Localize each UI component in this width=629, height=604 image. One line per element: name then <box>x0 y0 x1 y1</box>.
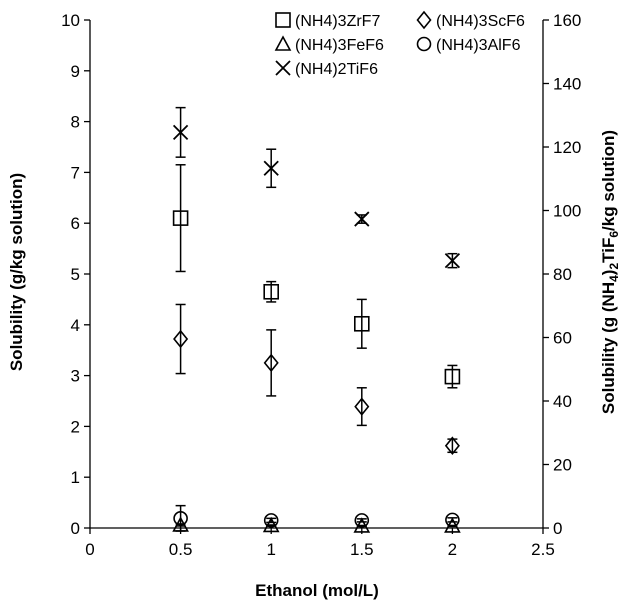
y-tick-label: 4 <box>71 316 80 335</box>
x-axis-title: Ethanol (mol/L) <box>255 581 379 600</box>
data-point <box>445 512 460 528</box>
y-tick-label: 7 <box>71 163 80 182</box>
y2-axis-title-part: 2 <box>607 263 621 270</box>
legend-item: (NH4)3ZrF7 <box>275 12 380 30</box>
y-tick-label: 6 <box>71 214 80 233</box>
x-tick-label: 2.5 <box>531 540 555 559</box>
y2-tick-label: 0 <box>553 519 562 538</box>
y-tick-label: 3 <box>71 367 80 386</box>
legend-item: (NH4)3FeF6 <box>274 35 384 54</box>
y2-tick-label: 40 <box>553 392 572 411</box>
data-marks <box>172 106 461 533</box>
cross-stroke <box>172 124 189 141</box>
data-point <box>173 329 189 349</box>
legend-label: (NH4)3ScF6 <box>436 13 525 30</box>
cross-stroke <box>263 160 279 176</box>
y-tick-label: 2 <box>71 417 80 436</box>
x-tick-label: 1.5 <box>350 540 374 559</box>
data-point <box>354 211 370 227</box>
y-tick-label: 5 <box>71 265 80 284</box>
series-diamond <box>173 303 460 455</box>
y2-axis-title-part: 6 <box>607 231 621 238</box>
data-point <box>263 160 279 176</box>
y-axis-title: Solubility (g/kg solution) <box>7 173 26 371</box>
data-point <box>444 253 461 269</box>
legend-marker <box>416 10 432 30</box>
y2-tick-label: 140 <box>553 75 581 94</box>
x-tick-label: 1 <box>266 540 275 559</box>
y2-axis-title-part: ) <box>599 270 618 276</box>
cross-stroke <box>354 211 370 227</box>
legend: (NH4)3ZrF7 (NH4)3ScF6 (NH4)3FeF6 (NH4)3AlF6… <box>274 10 525 78</box>
legend-item: (NH4)3AlF6 <box>416 36 521 54</box>
y2-tick-label: 100 <box>553 202 581 221</box>
data-point <box>263 513 279 528</box>
x-tick-label: 2 <box>448 540 457 559</box>
y2-tick-label: 80 <box>553 265 572 284</box>
y2-axis-title-part: TiF <box>599 238 618 263</box>
data-point <box>354 397 370 416</box>
data-point <box>354 513 370 528</box>
y2-tick-label: 20 <box>553 456 572 475</box>
data-point <box>172 210 189 226</box>
y2-axis-title-part: 4 <box>607 275 621 282</box>
legend-item: (NH4)3ScF6 <box>416 10 525 30</box>
legend-label: (NH4)3FeF6 <box>295 37 384 54</box>
y-tick-label: 0 <box>71 519 80 538</box>
data-point <box>263 283 280 300</box>
y2-axis-title-part: Solubility (g (NH <box>599 282 618 414</box>
axes: 0 0.5 1 1.5 2 2.50123456789100204060801001201… <box>61 11 581 559</box>
y2-axis-title: Solubility (g (NH4)2TiF6/kg solution) <box>599 130 621 414</box>
data-point <box>444 368 461 385</box>
legend-item: (NH4)2TiF6 <box>275 60 378 78</box>
series-square <box>172 164 461 389</box>
cross-stroke <box>444 253 461 269</box>
y-tick-label: 10 <box>61 11 80 30</box>
y-tick-label: 8 <box>71 113 80 132</box>
series-circle <box>173 504 460 532</box>
y2-tick-label: 120 <box>553 138 581 157</box>
y-tick-label: 9 <box>71 62 80 81</box>
series-cross <box>172 106 461 269</box>
legend-marker <box>275 60 291 76</box>
series-triangle <box>172 516 461 533</box>
legend-marker <box>416 36 432 52</box>
legend-label: (NH4)3ZrF7 <box>295 13 380 30</box>
legend-label: (NH4)3AlF6 <box>436 37 521 54</box>
legend-marker <box>274 35 292 51</box>
x-tick-label: 0.5 <box>169 540 193 559</box>
legend-marker <box>275 12 291 28</box>
legend-label: (NH4)2TiF6 <box>295 61 378 78</box>
y2-tick-label: 160 <box>553 11 581 30</box>
cross-stroke <box>275 60 291 76</box>
data-point <box>263 353 279 373</box>
data-point <box>173 511 188 526</box>
data-point <box>353 315 370 332</box>
data-point <box>172 124 189 141</box>
y-tick-label: 1 <box>71 468 80 487</box>
y2-axis-title-part: /kg solution) <box>599 130 618 231</box>
y2-tick-label: 60 <box>553 329 572 348</box>
data-point <box>444 436 460 455</box>
x-tick-label: 0 <box>85 540 94 559</box>
